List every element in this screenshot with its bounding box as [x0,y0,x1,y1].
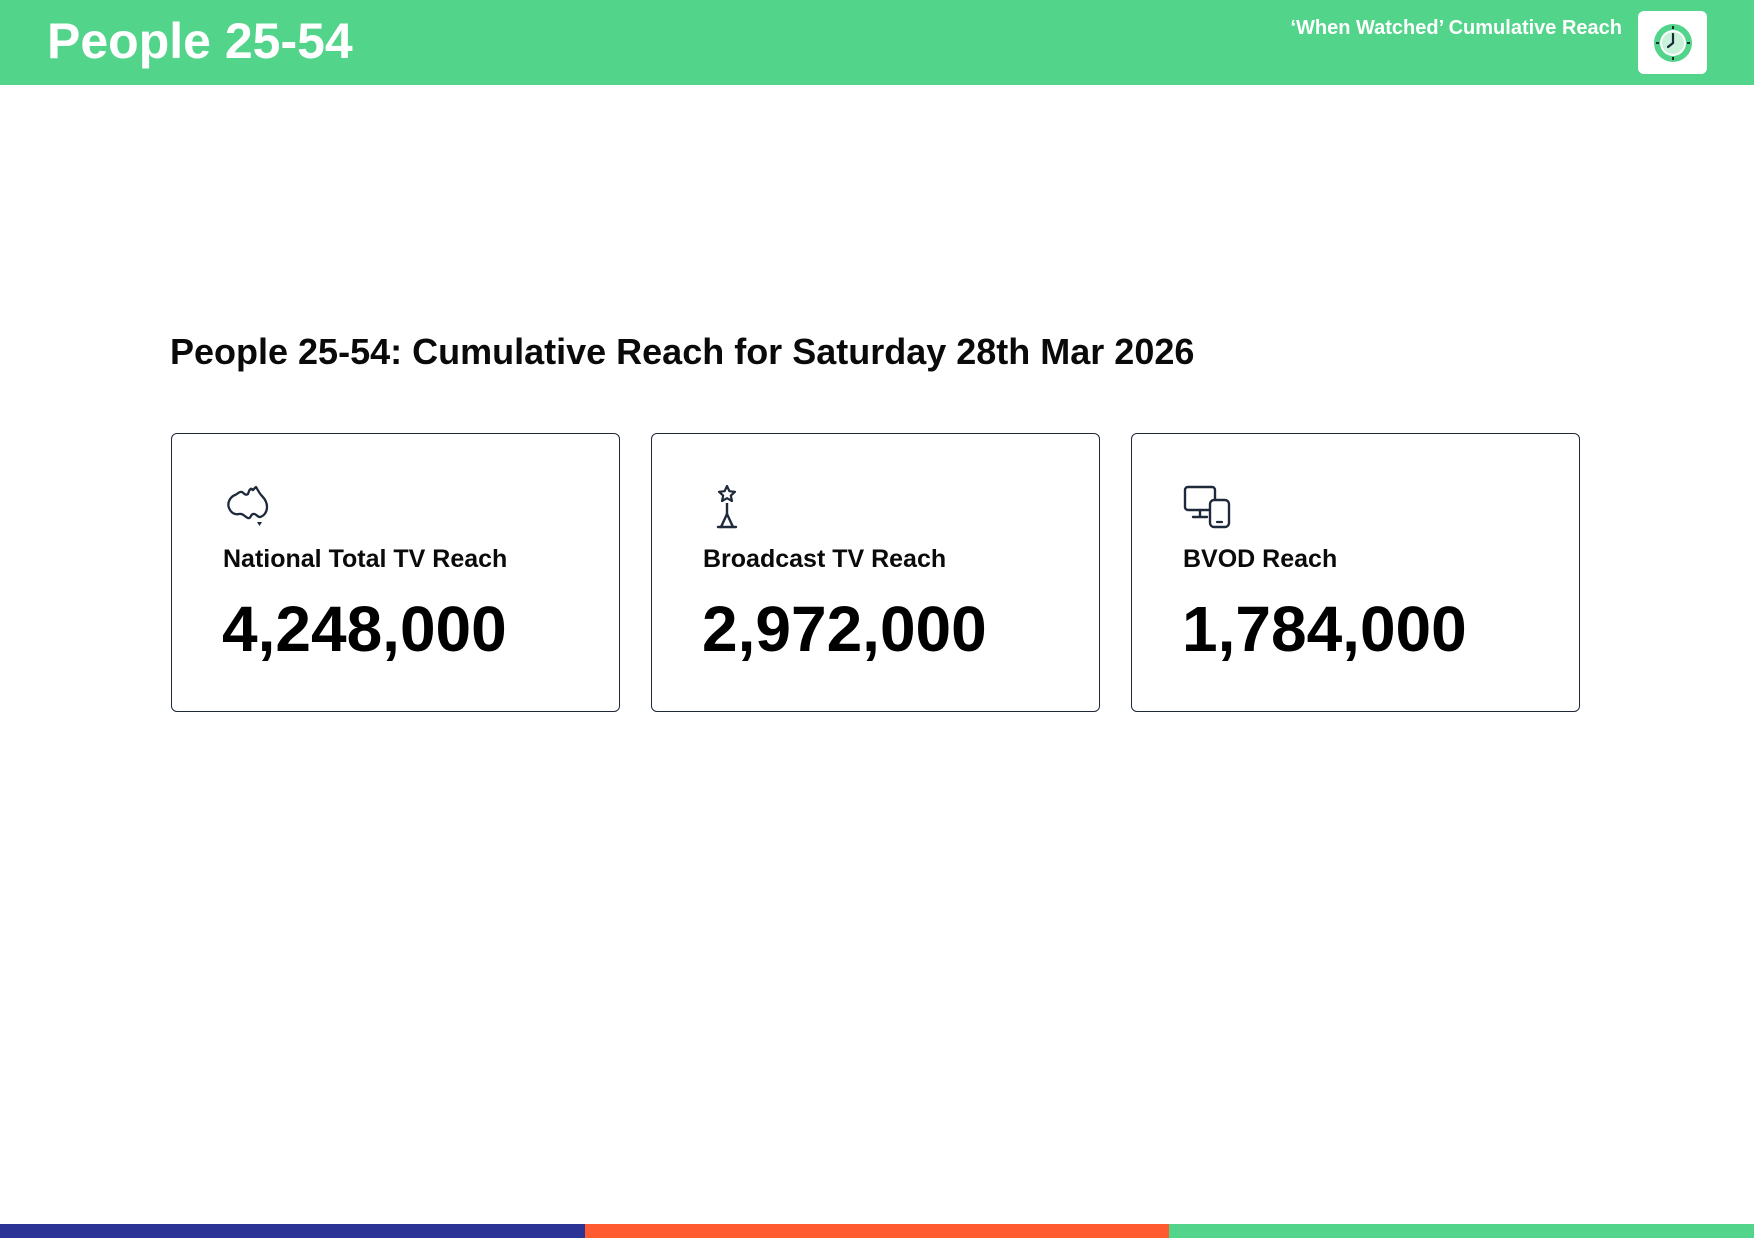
page-title: People 25-54 [47,13,353,69]
footer-segment-green [1169,1224,1754,1238]
footer-segment-orange [584,1224,1170,1238]
clock-icon [1654,24,1692,62]
logo [1638,11,1707,74]
bvod-reach-card: BVOD Reach 1,784,000 [1131,433,1580,712]
report-subtitle: ‘When Watched’ Cumulative Reach [1290,17,1622,39]
australia-map-icon [227,485,269,526]
footer-segment-navy [0,1224,585,1238]
card-value: 1,784,000 [1182,593,1467,665]
national-total-tv-reach-card: National Total TV Reach 4,248,000 [171,433,620,712]
card-value: 2,972,000 [702,593,987,665]
card-label: BVOD Reach [1183,545,1338,573]
broadcast-tower-icon [716,484,738,529]
section-title: People 25-54: Cumulative Reach for Satur… [170,331,1195,372]
header-bar: People 25-54 ‘When Watched’ Cumulative R… [0,0,1754,85]
card-label: Broadcast TV Reach [703,545,947,573]
broadcast-tv-reach-card: Broadcast TV Reach 2,972,000 [651,433,1100,712]
devices-icon [1183,485,1231,529]
card-label: National Total TV Reach [223,545,508,573]
footer-color-bar [0,1224,1754,1238]
card-value: 4,248,000 [222,593,507,665]
